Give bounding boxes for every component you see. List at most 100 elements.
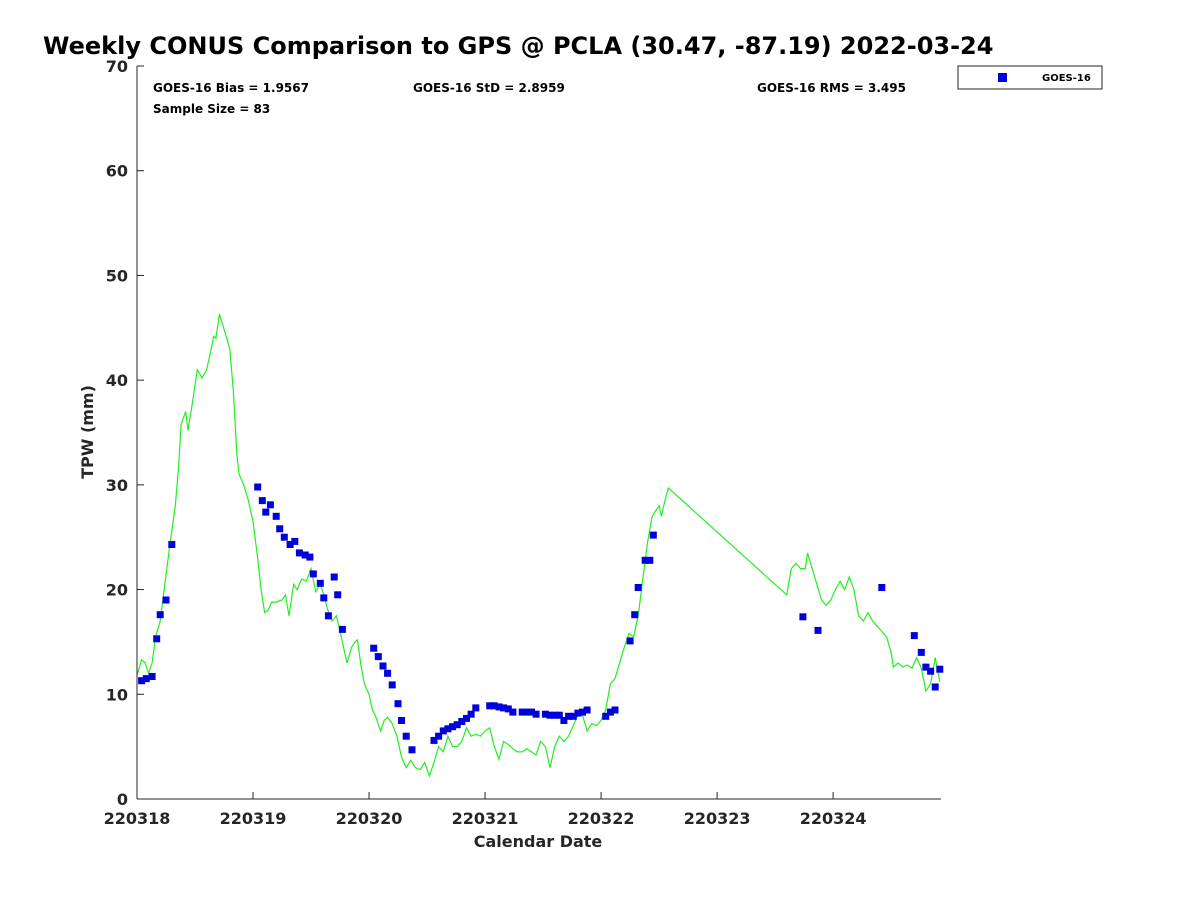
x-tick-label: 220323 <box>684 809 751 828</box>
goes16-point <box>555 711 563 719</box>
goes16-point <box>518 708 526 716</box>
goes16-point <box>551 711 559 719</box>
goes16-point <box>266 501 274 509</box>
goes16-point <box>286 541 294 548</box>
goes16-point <box>641 556 649 564</box>
goes16-point <box>394 700 402 708</box>
goes16-point <box>878 584 886 591</box>
legend: GOES-16 <box>957 65 1103 90</box>
y-tick-label: 50 <box>106 266 128 285</box>
goes16-point <box>430 736 438 744</box>
y-tick-label: 60 <box>106 162 128 181</box>
plot-area <box>137 66 941 799</box>
goes16-point <box>168 541 176 548</box>
goes16-point <box>258 497 266 505</box>
goes16-point <box>467 710 475 718</box>
goes16-point <box>306 553 314 561</box>
goes16-point <box>541 710 549 718</box>
rms-stat: GOES-16 RMS = 3.495 <box>757 81 906 95</box>
goes16-point <box>579 708 586 716</box>
goes16-point <box>646 556 654 564</box>
goes16-point <box>439 727 447 735</box>
goes16-point <box>927 667 935 675</box>
goes16-point <box>532 710 540 718</box>
goes16-point <box>142 675 150 683</box>
goes16-point <box>500 704 508 712</box>
goes16-point <box>509 708 517 716</box>
goes16-point <box>370 644 378 652</box>
x-tick-label: 220324 <box>800 809 867 828</box>
y-axis-title: TPW (mm) <box>78 385 97 479</box>
goes16-point <box>917 648 925 656</box>
goes16-point <box>408 746 416 754</box>
goes16-point <box>295 549 303 557</box>
goes16-point <box>254 483 262 491</box>
goes16-point <box>162 596 170 604</box>
goes16-point <box>560 717 568 724</box>
goes16-point <box>611 706 619 714</box>
goes16-point <box>334 591 342 599</box>
sample-size-stat: Sample Size = 83 <box>153 102 270 116</box>
goes16-point <box>262 508 270 516</box>
goes16-point <box>458 718 466 725</box>
goes16-point <box>649 531 657 539</box>
goes16-point <box>574 709 582 717</box>
goes16-point <box>338 625 346 633</box>
x-tick-label: 220322 <box>568 809 635 828</box>
x-tick-label: 220320 <box>336 809 403 828</box>
goes16-point <box>301 551 309 559</box>
goes16-point <box>449 723 457 731</box>
legend-label-goes16: GOES-16 <box>1042 73 1091 84</box>
goes16-point <box>546 711 554 719</box>
goes16-point <box>814 626 822 634</box>
goes16-point <box>936 665 944 673</box>
goes16-point <box>309 570 317 578</box>
chart-title: Weekly CONUS Comparison to GPS @ PCLA (3… <box>43 32 993 60</box>
bias-stat: GOES-16 Bias = 1.9567 <box>153 81 309 95</box>
goes16-point <box>272 512 280 520</box>
goes16-point <box>379 662 387 670</box>
goes16-point <box>291 537 299 545</box>
goes16-point <box>463 714 470 722</box>
goes16-point <box>472 704 480 712</box>
goes16-point <box>583 706 591 714</box>
legend-marker-goes16 <box>998 73 1007 82</box>
goes16-point <box>444 725 452 733</box>
goes16-point <box>634 584 642 591</box>
goes16-point <box>523 708 531 716</box>
goes16-point <box>153 635 161 643</box>
y-tick-label: 20 <box>106 581 128 600</box>
goes16-point <box>138 677 146 685</box>
goes16-point <box>330 573 338 581</box>
gps-series-line <box>136 314 941 778</box>
y-tick-label: 70 <box>106 57 128 76</box>
goes16-point <box>316 579 324 587</box>
y-tick-label: 40 <box>106 371 128 390</box>
goes16-point <box>374 653 382 661</box>
goes16-point <box>486 702 494 710</box>
goes16-point <box>402 732 410 740</box>
goes16-point <box>626 637 634 645</box>
goes16-point <box>931 683 939 691</box>
goes16-point <box>565 712 573 720</box>
goes16-point <box>799 613 807 621</box>
goes16-point <box>156 611 164 619</box>
y-tick-label: 10 <box>106 685 128 704</box>
goes16-point <box>606 708 614 716</box>
goes16-point <box>280 533 288 541</box>
goes16-point <box>528 708 535 716</box>
y-tick-label: 30 <box>106 476 128 495</box>
goes16-point <box>504 705 512 713</box>
goes16-point <box>276 525 284 533</box>
goes16-point <box>631 611 639 619</box>
goes16-point <box>922 663 930 671</box>
x-tick-label: 220319 <box>220 809 287 828</box>
goes16-point <box>148 673 156 680</box>
goes16-point <box>435 732 443 740</box>
goes16-point <box>490 702 498 710</box>
x-axis-title: Calendar Date <box>474 832 603 851</box>
goes16-point <box>569 712 577 720</box>
gps-line <box>136 314 941 778</box>
legend-box <box>957 65 1103 90</box>
